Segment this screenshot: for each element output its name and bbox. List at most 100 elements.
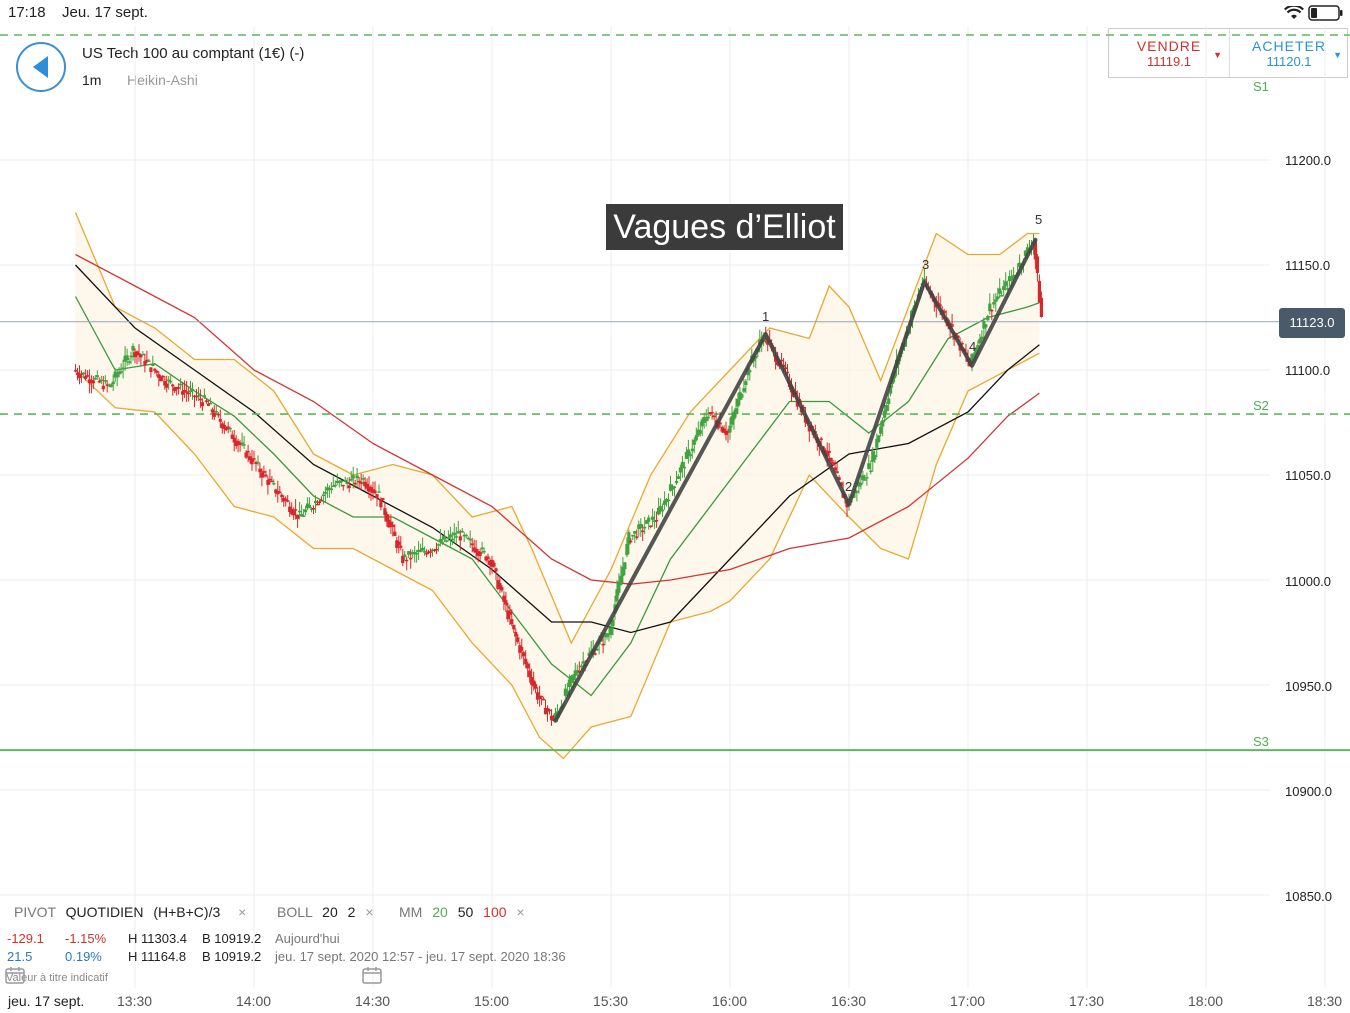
candle-body	[121, 367, 125, 370]
candle-body	[484, 556, 488, 561]
candle-body	[482, 551, 486, 553]
candle-body	[692, 439, 696, 445]
mm-indicator[interactable]: MM 20 50 100 ×	[399, 904, 525, 920]
candle-body	[510, 619, 514, 625]
candle-body	[183, 390, 187, 392]
time-tick: 18:00	[1188, 993, 1224, 1009]
candle-body	[436, 544, 440, 546]
candle-body	[220, 423, 224, 429]
candle-body	[456, 531, 460, 534]
candle-body	[857, 482, 861, 487]
remove-mm-button[interactable]: ×	[516, 904, 525, 920]
candle-body	[666, 499, 671, 501]
candle-body	[286, 500, 290, 502]
candle-body	[543, 708, 548, 715]
candle-body	[347, 485, 351, 489]
buy-dropdown-icon[interactable]: ▼	[1333, 50, 1342, 60]
candle-body	[296, 514, 300, 519]
candle-body	[264, 474, 268, 477]
candle-body	[85, 375, 89, 377]
candle-body	[365, 483, 369, 489]
candle-body	[780, 359, 784, 362]
candle-body	[986, 316, 990, 321]
buy-button[interactable]: ACHETER 11120.1 ▼	[1229, 29, 1349, 77]
bollinger-fill	[75, 212, 1040, 759]
sell-dropdown-icon[interactable]: ▼	[1213, 50, 1222, 60]
candle-body	[99, 379, 103, 382]
candle-body	[744, 381, 748, 385]
candle-body	[500, 587, 504, 591]
candle-body	[545, 708, 550, 712]
wave-label-5: 5	[1035, 212, 1043, 227]
candle-body	[480, 547, 484, 550]
pivot-indicator[interactable]: PIVOT QUOTIDIEN (H+B+C)/3 ×	[14, 904, 246, 920]
boll-deviation: 2	[347, 904, 356, 920]
candle-body	[492, 562, 496, 567]
candle-body	[139, 355, 143, 358]
wave-label-4: 4	[969, 339, 977, 354]
candle-body	[573, 670, 577, 676]
candle-body	[672, 486, 677, 488]
candle-body	[185, 391, 189, 393]
candle-body	[740, 394, 744, 398]
candle-body	[871, 451, 875, 462]
candle-body	[466, 537, 470, 540]
time-tick: 18:30	[1307, 993, 1343, 1009]
time-tick: 15:00	[474, 993, 510, 1009]
candle-body	[875, 438, 879, 448]
candle-body	[887, 398, 891, 404]
candle-body	[103, 380, 107, 382]
boll-indicator[interactable]: BOLL 20 2 ×	[277, 904, 374, 920]
candle-body	[938, 304, 942, 307]
candle-body	[575, 670, 579, 674]
candle-body	[1037, 280, 1041, 303]
price-tick: 10900.0	[1285, 784, 1332, 799]
candle-body	[829, 457, 833, 462]
candle-body	[635, 536, 639, 538]
candle-body	[359, 482, 363, 484]
calendar-icon[interactable]	[362, 966, 382, 984]
candle-body	[192, 395, 197, 398]
chart-type-selector[interactable]: Heikin-Ashi	[127, 72, 198, 88]
candle-body	[379, 499, 383, 508]
candle-body	[222, 424, 226, 429]
candle-body	[351, 475, 355, 479]
candle-body	[151, 364, 155, 366]
candle-body	[688, 454, 692, 457]
candle-body	[659, 506, 663, 512]
candle-body	[835, 471, 839, 474]
remove-boll-button[interactable]: ×	[365, 904, 374, 920]
candle-body	[214, 410, 218, 413]
time-tick: 16:00	[712, 993, 748, 1009]
candle-body	[413, 551, 417, 554]
remove-pivot-button[interactable]: ×	[238, 904, 247, 920]
candle-body	[188, 390, 193, 392]
candle-body	[262, 471, 266, 473]
candle-body	[256, 461, 260, 464]
candle-body	[383, 508, 387, 516]
calendar-icon[interactable]	[5, 966, 25, 984]
candle-body	[452, 532, 456, 536]
candle-body	[343, 479, 347, 482]
candle-body	[990, 309, 994, 312]
candle-body	[75, 372, 80, 375]
timeframe-selector[interactable]: 1m	[82, 72, 102, 88]
back-button[interactable]	[16, 42, 66, 92]
sell-button[interactable]: VENDRE 11119.1 ▼	[1109, 29, 1230, 77]
candle-body	[627, 532, 631, 545]
mm-period-100: 100	[483, 904, 507, 920]
candle-body	[313, 500, 318, 503]
disclaimer-text: Valeur à titre indicatif	[6, 972, 108, 984]
candle-body	[147, 360, 151, 363]
candle-body	[135, 351, 139, 354]
candle-body	[605, 635, 609, 638]
candle-body	[161, 375, 165, 378]
time-tick: 15:30	[593, 993, 629, 1009]
candle-body	[974, 348, 978, 355]
candle-body	[278, 491, 282, 493]
candle-body	[236, 441, 240, 445]
candle-body	[335, 480, 339, 483]
candle-body	[472, 547, 476, 552]
candle-body	[280, 494, 284, 498]
